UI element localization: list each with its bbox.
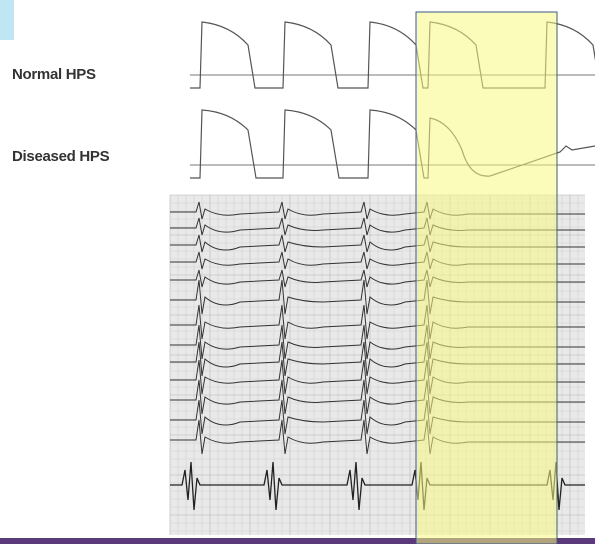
normal-label: Normal HPS	[12, 66, 96, 83]
figure: Normal HPS Diseased HPS	[0, 0, 595, 544]
corner-accent	[0, 0, 14, 40]
diseased-label: Diseased HPS	[12, 148, 110, 165]
highlight-window	[416, 12, 557, 544]
